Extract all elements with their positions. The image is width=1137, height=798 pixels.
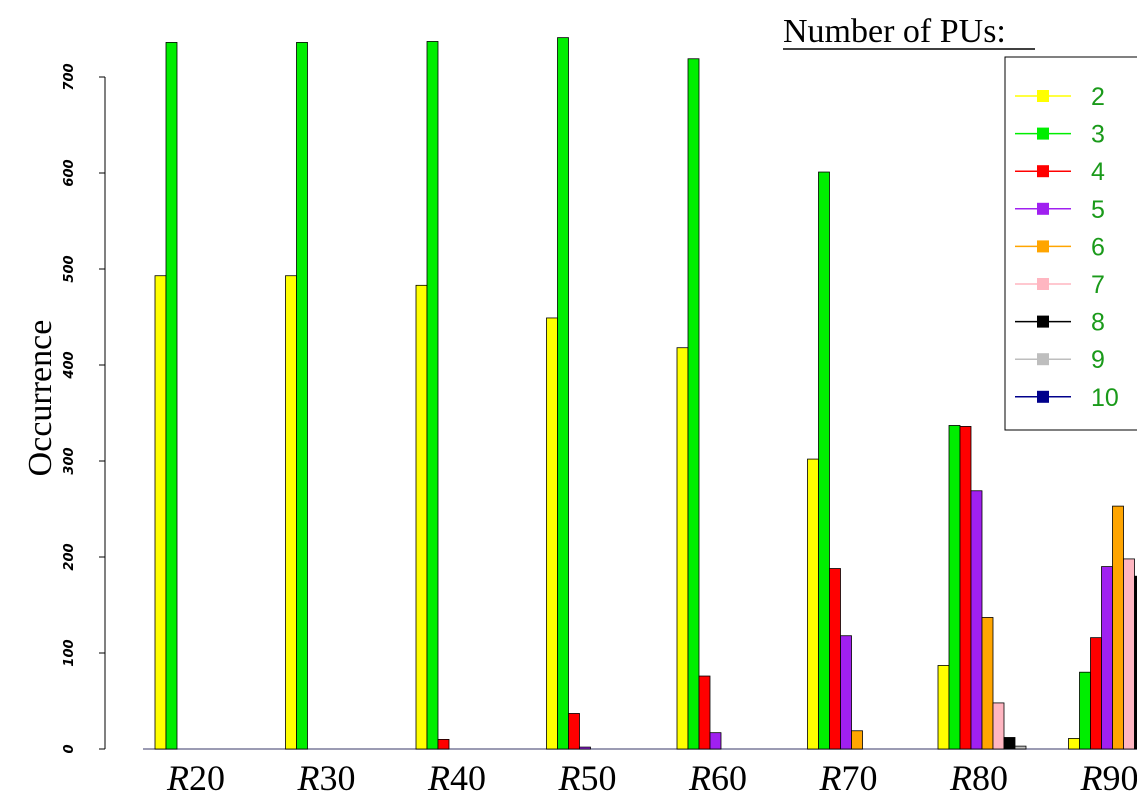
bar-R20-series-3 <box>165 42 178 750</box>
y-tick-label-300: 300 <box>62 447 77 474</box>
x-category-label-R80: R80 <box>949 758 1008 798</box>
bar-R90-series-2 <box>1068 738 1080 750</box>
bar-R50-series-3 <box>557 37 569 750</box>
x-category-label-R90: R90 <box>1080 758 1137 798</box>
legend-label-5: 5 <box>1091 196 1105 224</box>
legend-label-6: 6 <box>1091 233 1105 261</box>
bars-layer <box>143 37 1137 750</box>
y-axis-label: Occurrence <box>22 320 59 477</box>
legend-swatch-4 <box>1037 165 1049 178</box>
x-category-label-R60: R60 <box>688 758 747 798</box>
bar-R80-series-6 <box>981 617 994 750</box>
bar-R60-series-5 <box>709 732 722 750</box>
legend-box <box>1004 56 1137 431</box>
bar-R90-series-3 <box>1079 671 1091 750</box>
x-category-label-R20: R20 <box>166 758 225 798</box>
bar-R90-series-8 <box>1134 575 1137 750</box>
y-tick-label-100: 100 <box>62 639 77 666</box>
legend-label-2: 2 <box>1091 83 1105 111</box>
bar-R70-series-4 <box>829 568 841 750</box>
legend-swatch-5 <box>1037 202 1049 215</box>
legend-label-3: 3 <box>1091 121 1105 149</box>
bar-R80-series-4 <box>959 426 972 750</box>
x-category-label-R50: R50 <box>558 758 617 798</box>
legend-label-8: 8 <box>1091 309 1105 337</box>
bar-R30-series-3 <box>296 42 308 750</box>
bar-R50-series-2 <box>546 317 558 750</box>
legend-swatch-3 <box>1037 127 1049 140</box>
bar-R80-series-7 <box>992 702 1005 750</box>
bar-R80-series-9 <box>1014 745 1027 750</box>
legend-swatch-2 <box>1037 90 1049 102</box>
y-axis: 0 100 200 300 400 500 600 700 <box>62 63 106 754</box>
bar-R80-series-2 <box>937 665 950 750</box>
bar-R90-series-4 <box>1090 637 1102 750</box>
bar-R70-series-5 <box>840 635 852 750</box>
bar-R60-series-3 <box>687 58 700 750</box>
y-tick-label-700: 700 <box>62 63 77 90</box>
legend-swatch-8 <box>1037 315 1049 328</box>
bar-R50-series-4 <box>568 713 580 750</box>
bar-R90-series-7 <box>1123 558 1135 750</box>
legend-swatch-10 <box>1037 390 1049 403</box>
y-tick-label-600: 600 <box>62 159 77 186</box>
bar-R80-series-3 <box>948 425 961 750</box>
legend-swatch-9 <box>1037 353 1049 366</box>
legend-label-9: 9 <box>1091 346 1105 374</box>
legend-label-4: 4 <box>1091 158 1105 186</box>
legend-swatch-6 <box>1037 240 1049 253</box>
bar-R20-series-2 <box>154 275 167 750</box>
bar-R50-series-5 <box>579 746 591 750</box>
bar-R70-series-6 <box>851 730 863 750</box>
legend: 2 3 4 5 6 7 8 9 10 <box>1004 56 1137 431</box>
x-category-label-R40: R40 <box>427 758 486 798</box>
x-category-label-R30: R30 <box>297 758 356 798</box>
bar-R70-series-2 <box>807 458 819 750</box>
y-tick-label-500: 500 <box>62 255 77 282</box>
y-tick-label-0: 0 <box>62 744 77 753</box>
bar-R40-series-3 <box>426 41 439 750</box>
legend-swatch-7 <box>1037 278 1049 290</box>
bar-R60-series-4 <box>698 675 711 750</box>
legend-label-7: 7 <box>1091 271 1105 299</box>
x-axis: R20 R30 R40 R50 R60 R70 R80 R90 <box>166 758 1137 798</box>
bar-R90-series-6 <box>1112 505 1124 750</box>
bar-R30-series-2 <box>285 275 297 750</box>
bar-R90-series-5 <box>1101 566 1113 750</box>
bar-R80-series-5 <box>970 490 983 750</box>
bar-R40-series-4 <box>437 739 450 750</box>
bar-R80-series-8 <box>1003 737 1016 750</box>
y-tick-label-200: 200 <box>62 543 77 570</box>
bar-R60-series-2 <box>676 347 689 750</box>
legend-title: Number of PUs: <box>783 13 1006 50</box>
bar-R70-series-3 <box>818 171 830 750</box>
bar-R40-series-2 <box>415 284 428 750</box>
y-tick-label-400: 400 <box>62 351 77 379</box>
x-category-label-R70: R70 <box>819 758 878 798</box>
legend-label-10: 10 <box>1091 384 1119 412</box>
